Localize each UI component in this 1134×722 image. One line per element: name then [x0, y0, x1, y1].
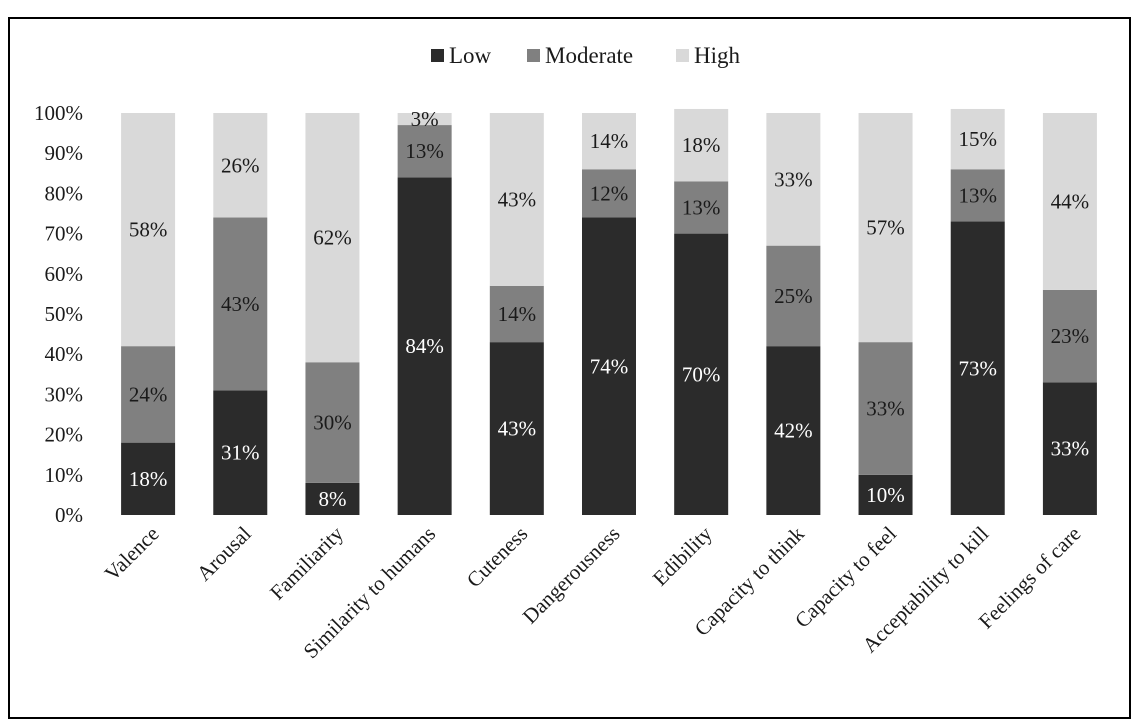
- x-tick-label-valence: Valence: [100, 522, 164, 586]
- bar-high-similarity-to-humans: [397, 113, 452, 126]
- bar-moderate-cuteness: [489, 285, 544, 343]
- data-label-low-edibility: 70%: [682, 362, 721, 386]
- data-label-low-arousal: 31%: [221, 441, 260, 465]
- bar-low-cuteness: [489, 342, 544, 515]
- data-label-high-feelings-of-care: 44%: [1051, 189, 1090, 213]
- legend-label-moderate: Moderate: [545, 43, 633, 68]
- bar-low-similarity-to-humans: [397, 177, 452, 515]
- bar-high-dangerousness: [582, 113, 636, 170]
- x-tick-label-dangerousness: Dangerousness: [518, 522, 625, 629]
- data-label-low-dangerousness: 74%: [590, 354, 629, 378]
- bar-low-edibility: [674, 233, 729, 515]
- data-label-moderate-arousal: 43%: [221, 292, 260, 316]
- data-label-high-arousal: 26%: [221, 153, 260, 177]
- chart-frame: Low Moderate High 0% 10% 20% 30% 40% 50% 60% 70% 8…: [8, 17, 1131, 719]
- bar-high-valence: [121, 113, 176, 347]
- bars: 18% 24% 58% 31% 43% 26% 8% 30% 62% 84% 13% 3% 43% 14%…: [121, 107, 1097, 516]
- legend-swatch-high: [676, 49, 689, 62]
- y-tick-label-4: 40%: [45, 342, 84, 366]
- bar-high-edibility: [674, 108, 729, 182]
- data-label-high-cuteness: 43%: [498, 187, 537, 211]
- y-tick-label-2: 20%: [45, 423, 84, 447]
- bar-high-familiarity: [305, 113, 360, 363]
- legend-label-low: Low: [449, 43, 492, 68]
- data-label-moderate-valence: 24%: [129, 382, 168, 406]
- bar-low-valence: [121, 442, 176, 515]
- bar-high-capacity-to-feel: [858, 113, 913, 343]
- data-label-low-cuteness: 43%: [498, 417, 537, 441]
- data-label-moderate-cuteness: 14%: [498, 302, 537, 326]
- bar-moderate-edibility: [674, 181, 729, 234]
- data-label-moderate-capacity-to-think: 25%: [774, 284, 813, 308]
- y-tick-label-5: 50%: [45, 302, 84, 326]
- bar-low-capacity-to-feel: [858, 474, 913, 515]
- data-label-moderate-dangerousness: 12%: [590, 181, 629, 205]
- bar-low-familiarity: [305, 482, 360, 515]
- legend-label-high: High: [694, 43, 741, 68]
- bar-high-capacity-to-think: [766, 113, 821, 246]
- y-tick-label-6: 60%: [45, 262, 84, 286]
- y-tick-label-7: 70%: [45, 222, 84, 246]
- bar-moderate-feelings-of-care: [1042, 289, 1097, 383]
- data-label-low-capacity-to-feel: 10%: [866, 483, 905, 507]
- bar-moderate-dangerousness: [582, 169, 636, 218]
- x-tick-label-arousal: Arousal: [192, 521, 256, 585]
- data-label-high-similarity-to-humans: 3%: [411, 107, 439, 131]
- bar-high-feelings-of-care: [1042, 113, 1097, 290]
- legend-swatch-low: [431, 49, 444, 62]
- bar-moderate-familiarity: [305, 362, 360, 483]
- data-label-high-edibility: 18%: [682, 133, 721, 157]
- data-label-low-feelings-of-care: 33%: [1051, 437, 1090, 461]
- y-tick-label-1: 10%: [45, 463, 84, 487]
- bar-low-acceptability-to-kill: [950, 221, 1005, 516]
- bar-moderate-capacity-to-feel: [858, 342, 913, 475]
- bar-low-dangerousness: [582, 217, 636, 515]
- data-label-moderate-familiarity: 30%: [313, 411, 352, 435]
- data-label-high-familiarity: 62%: [313, 226, 352, 250]
- data-label-low-similarity-to-humans: 84%: [405, 334, 444, 358]
- bar-high-cuteness: [489, 113, 544, 286]
- y-tick-label-8: 80%: [45, 181, 84, 205]
- data-label-moderate-similarity-to-humans: 13%: [405, 139, 444, 163]
- legend: Low Moderate High: [431, 43, 741, 68]
- data-label-moderate-edibility: 13%: [682, 195, 721, 219]
- data-label-low-acceptability-to-kill: 73%: [958, 356, 997, 380]
- data-label-low-capacity-to-think: 42%: [774, 419, 813, 443]
- y-axis: 0% 10% 20% 30% 40% 50% 60% 70% 80% 90% 100%: [34, 101, 83, 527]
- bar-low-arousal: [213, 390, 268, 515]
- data-label-low-valence: 18%: [129, 467, 168, 491]
- x-tick-label-familiarity: Familiarity: [265, 521, 348, 604]
- data-label-low-familiarity: 8%: [318, 487, 346, 511]
- bar-high-arousal: [213, 113, 268, 218]
- bar-high-acceptability-to-kill: [950, 108, 1005, 170]
- bar-moderate-capacity-to-think: [766, 245, 821, 347]
- y-tick-label-3: 30%: [45, 382, 84, 406]
- data-label-moderate-feelings-of-care: 23%: [1051, 324, 1090, 348]
- bar-low-feelings-of-care: [1042, 382, 1097, 515]
- bar-moderate-acceptability-to-kill: [950, 169, 1005, 222]
- data-label-high-capacity-to-feel: 57%: [866, 216, 905, 240]
- data-label-high-acceptability-to-kill: 15%: [958, 127, 997, 151]
- bar-moderate-similarity-to-humans: [397, 125, 452, 178]
- data-label-moderate-acceptability-to-kill: 13%: [958, 183, 997, 207]
- data-label-moderate-capacity-to-feel: 33%: [866, 396, 905, 420]
- bar-moderate-valence: [121, 346, 176, 443]
- stacked-bar-chart: Low Moderate High 0% 10% 20% 30% 40% 50% 60% 70% 8…: [34, 43, 1097, 663]
- data-label-high-capacity-to-think: 33%: [774, 167, 813, 191]
- data-label-high-valence: 58%: [129, 218, 168, 242]
- data-label-high-dangerousness: 14%: [590, 129, 629, 153]
- bar-low-capacity-to-think: [766, 346, 821, 515]
- y-tick-label-0: 0%: [55, 503, 83, 527]
- bar-moderate-arousal: [213, 217, 268, 391]
- x-tick-label-edibility: Edibility: [648, 521, 717, 590]
- y-tick-label-9: 90%: [45, 141, 84, 165]
- y-tick-label-10: 100%: [34, 101, 83, 125]
- x-tick-label-cuteness: Cuteness: [462, 522, 533, 593]
- legend-swatch-moderate: [527, 49, 540, 62]
